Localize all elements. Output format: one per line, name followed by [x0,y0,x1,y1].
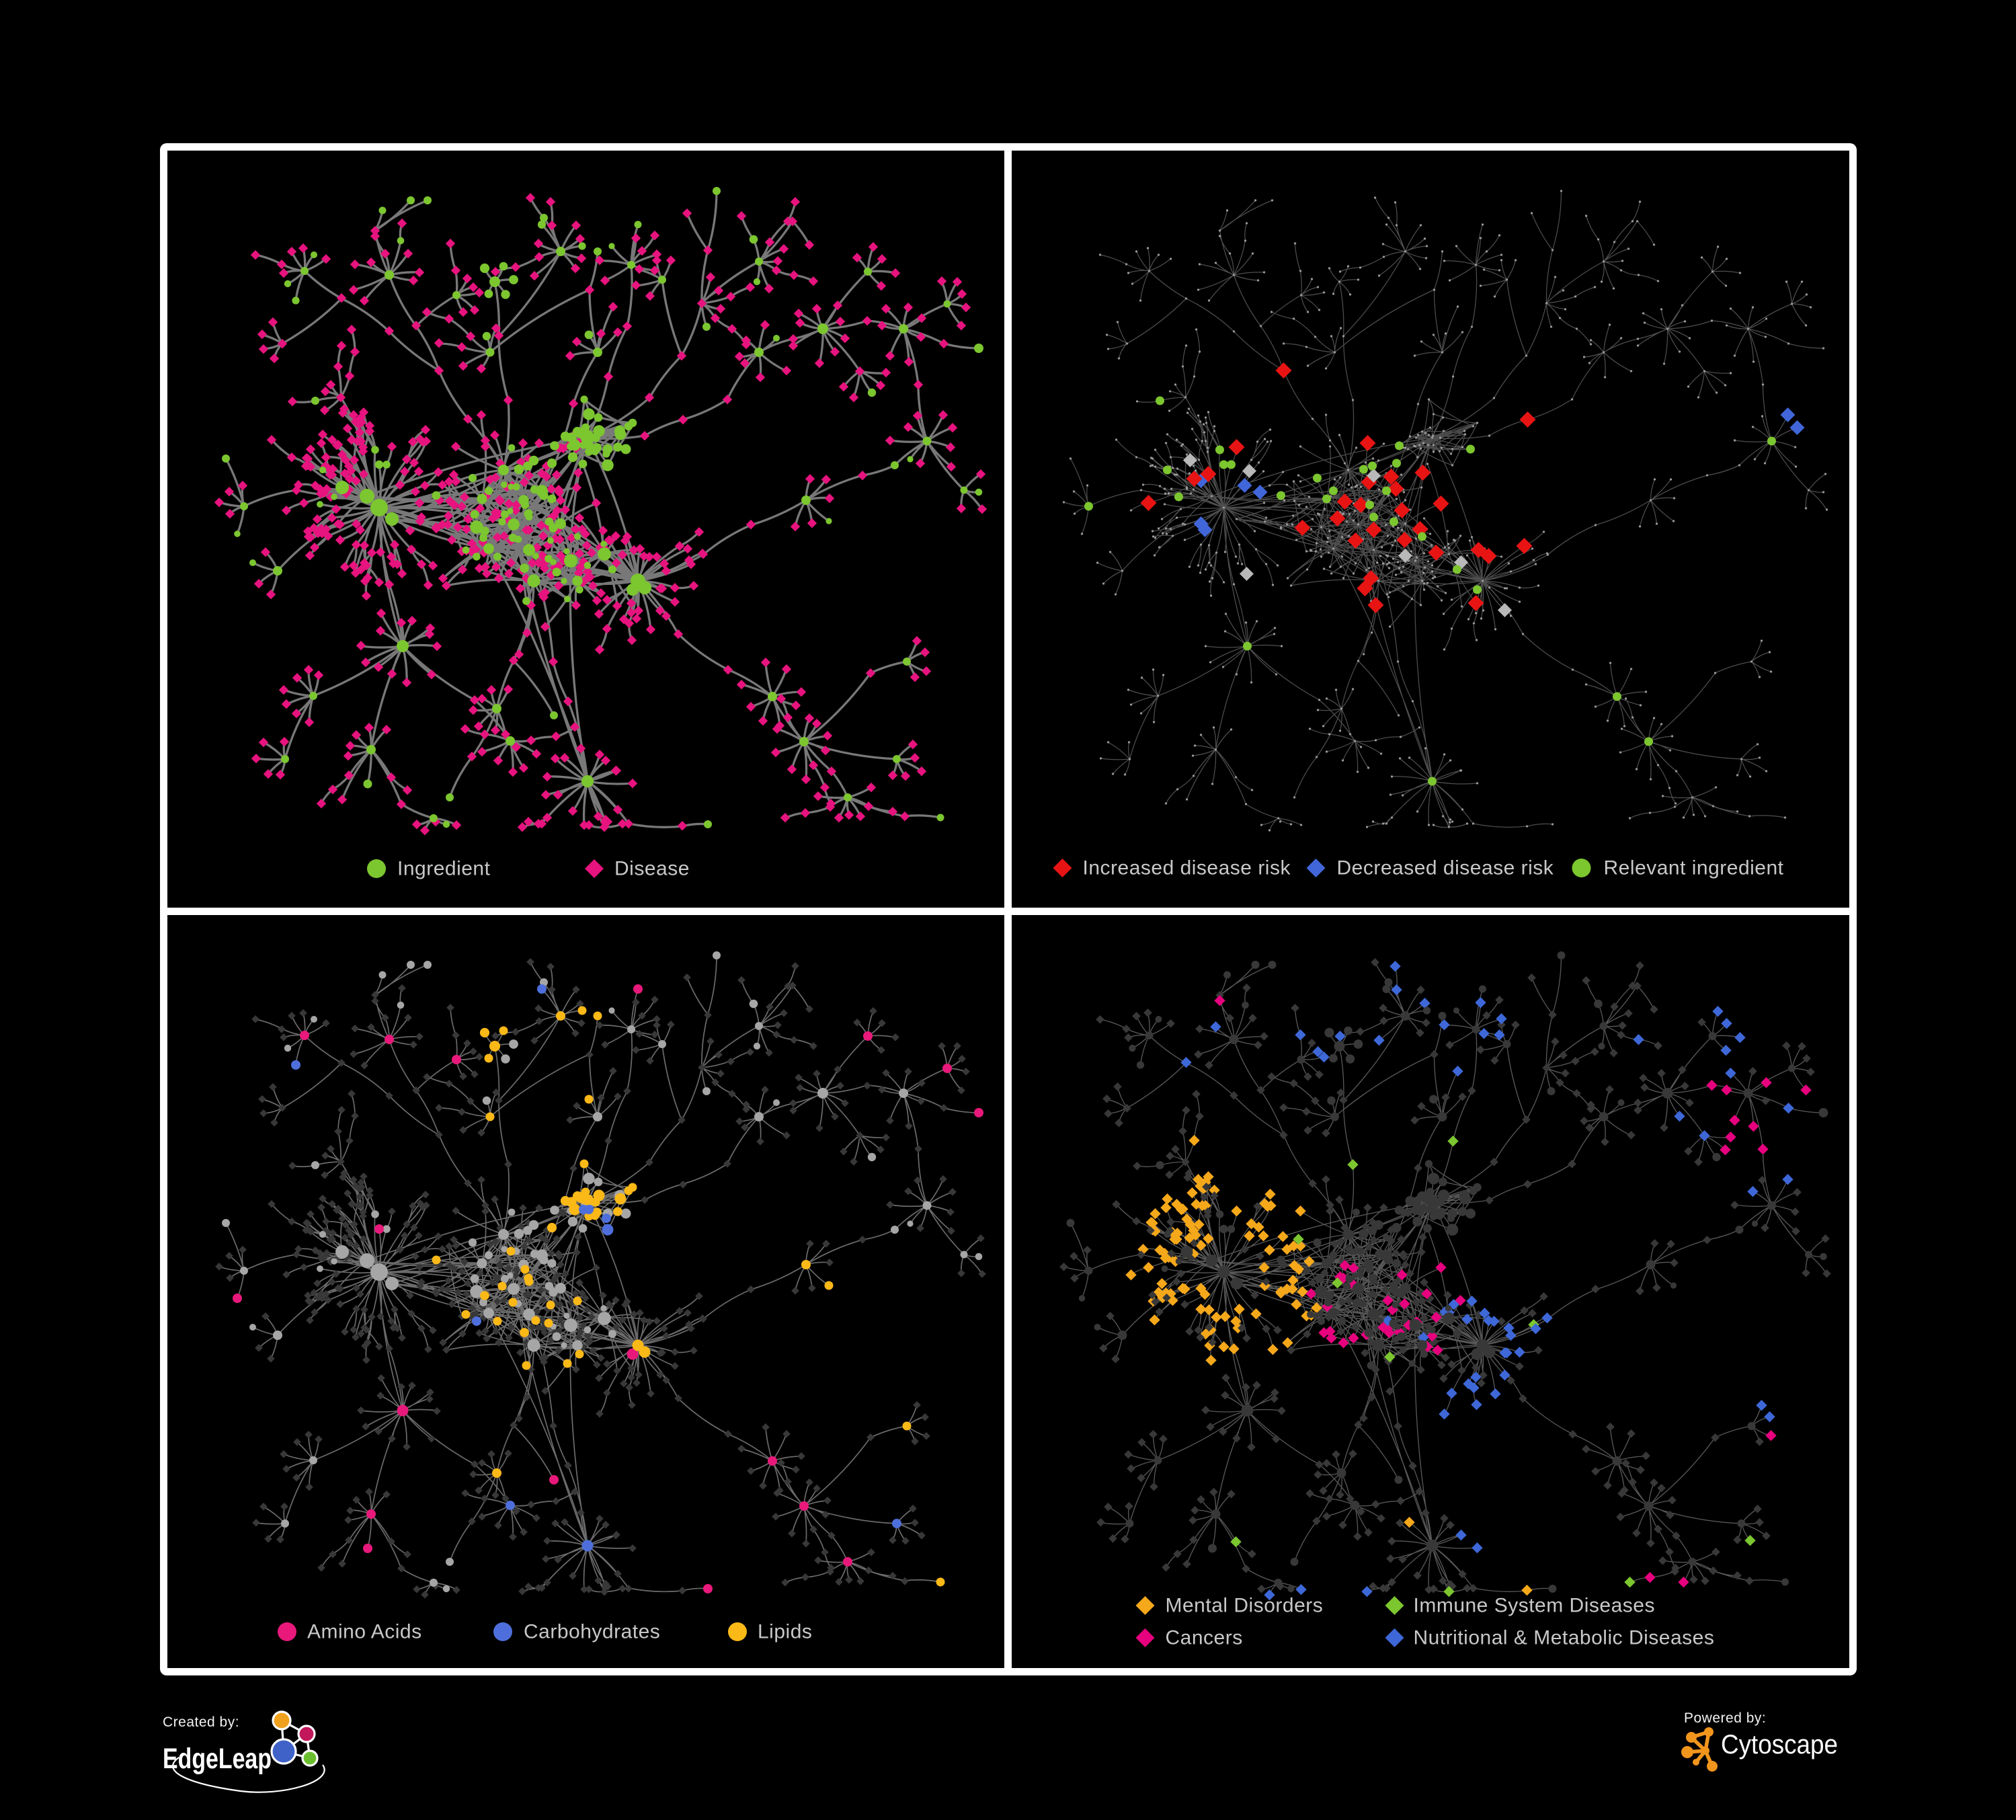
svg-text:Ingredient: Ingredient [397,858,491,880]
svg-text:Cytoscape: Cytoscape [1721,1730,1838,1759]
svg-text:Amino Acids: Amino Acids [307,1621,422,1643]
svg-text:Carbohydrates: Carbohydrates [524,1621,660,1643]
svg-text:Disease: Disease [614,858,690,880]
svg-text:EdgeLeap: EdgeLeap [163,1743,272,1775]
svg-text:Lipids: Lipids [758,1621,812,1643]
svg-text:Powered by:: Powered by: [1684,1710,1766,1726]
svg-text:Decreased disease risk: Decreased disease risk [1337,857,1554,879]
svg-text:Immune System Diseases: Immune System Diseases [1414,1595,1655,1617]
svg-text:Cancers: Cancers [1166,1627,1243,1649]
svg-text:Nutritional & Metabolic Diseas: Nutritional & Metabolic Diseases [1414,1627,1715,1649]
svg-text:Increased disease risk: Increased disease risk [1083,857,1291,879]
svg-text:Relevant ingredient: Relevant ingredient [1604,857,1784,879]
svg-text:Created by:: Created by: [163,1714,239,1730]
svg-text:Mental Disorders: Mental Disorders [1166,1595,1324,1617]
